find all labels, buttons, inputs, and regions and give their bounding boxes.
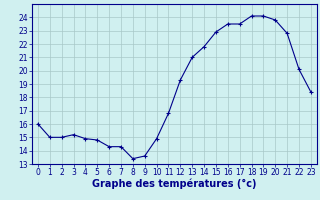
X-axis label: Graphe des températures (°c): Graphe des températures (°c) (92, 179, 257, 189)
